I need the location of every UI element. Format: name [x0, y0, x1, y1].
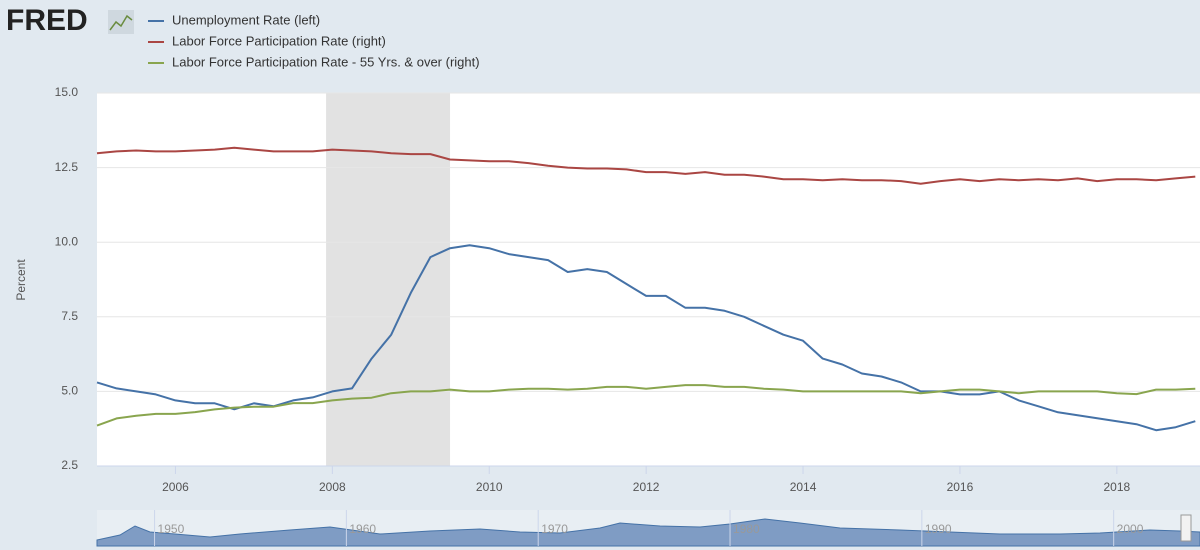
- navigator-tick-label: 1960: [349, 522, 376, 536]
- y-tick-label: 10.0: [55, 234, 79, 248]
- navigator-tick-label: 1990: [925, 522, 952, 536]
- plot-area: [97, 93, 1200, 466]
- legend-label: Unemployment Rate (left): [172, 12, 320, 27]
- x-tick-label: 2006: [162, 480, 189, 494]
- logo: FRED: [6, 4, 88, 37]
- navigator-tick-label: 2000: [1117, 522, 1144, 536]
- series-line: [96, 244, 1196, 432]
- x-tick-label: 2016: [947, 480, 974, 494]
- legend-label: Labor Force Participation Rate - 55 Yrs.…: [172, 54, 480, 69]
- legend-label: Labor Force Participation Rate (right): [172, 33, 386, 48]
- y-tick-label: 12.5: [55, 160, 79, 174]
- navigator-series: [96, 518, 1200, 547]
- series-line: [96, 384, 1196, 427]
- navigator-tick-label: 1970: [541, 522, 568, 536]
- series-line: [96, 146, 1196, 185]
- navigator-tick-label: 1980: [733, 522, 760, 536]
- navigator-tick-label: 1950: [158, 522, 185, 536]
- x-tick-label: 2012: [633, 480, 660, 494]
- recession-shade: [326, 93, 451, 466]
- y-tick-label: 5.0: [61, 384, 78, 398]
- navigator-handle[interactable]: [1180, 514, 1192, 542]
- y-tick-label: 2.5: [61, 458, 78, 472]
- logo-icon: [108, 10, 134, 34]
- x-tick-label: 2014: [790, 480, 817, 494]
- y-tick-label: 7.5: [61, 309, 78, 323]
- x-tick-label: 2018: [1103, 480, 1130, 494]
- y-axis-label: Percent: [14, 259, 28, 301]
- logo-icon-line: [109, 14, 133, 31]
- x-tick-label: 2010: [476, 480, 503, 494]
- y-tick-label: 15.0: [55, 85, 79, 99]
- x-tick-label: 2008: [319, 480, 346, 494]
